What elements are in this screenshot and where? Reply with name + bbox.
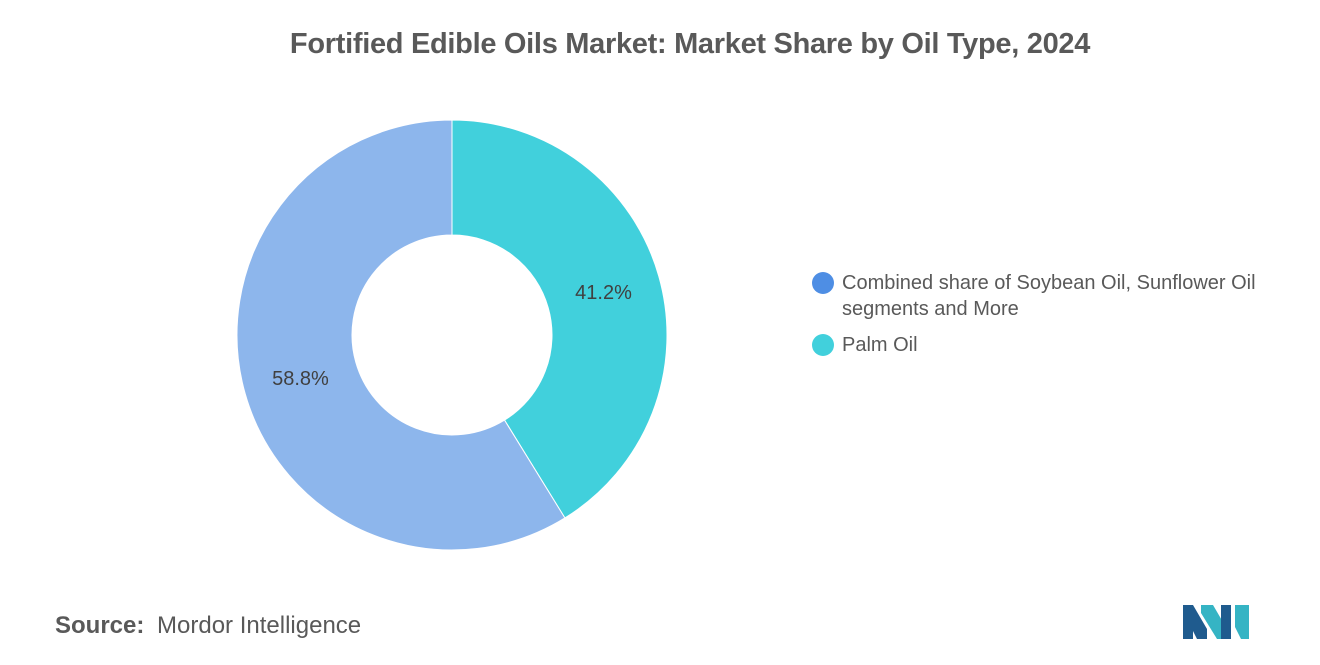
logo-shape-left — [1183, 605, 1207, 639]
logo-shape-mid — [1201, 605, 1227, 639]
slice-label-combined: 58.8% — [272, 368, 329, 390]
chart-legend: Combined share of Soybean Oil, Sunflower… — [812, 270, 1292, 368]
legend-item-palm-oil: Palm Oil — [812, 332, 1292, 358]
slice-label-palm-oil: 41.2% — [575, 282, 632, 304]
slice-palm-oil — [451, 119, 668, 519]
legend-label-combined: Combined share of Soybean Oil, Sunflower… — [842, 272, 1256, 320]
donut-slices — [236, 119, 668, 551]
logo-shape-right — [1221, 605, 1231, 639]
source-note: Source: Mordor Intelligence — [55, 612, 361, 640]
legend-swatch-palm-oil — [812, 334, 834, 356]
source-text: Mordor Intelligence — [157, 612, 362, 639]
legend-label-palm-oil: Palm Oil — [842, 334, 918, 356]
logo-shape-tail — [1235, 605, 1249, 639]
slice-combined — [236, 119, 566, 551]
donut-slice-labels: 41.2% 58.8% — [272, 282, 632, 390]
chart-title: Fortified Edible Oils Market: Market Sha… — [289, 28, 1091, 60]
legend-swatch-combined — [812, 272, 834, 294]
legend-item-combined: Combined share of Soybean Oil, Sunflower… — [812, 270, 1292, 322]
mordor-intelligence-logo — [1183, 605, 1249, 639]
source-label: Source: — [55, 612, 145, 639]
